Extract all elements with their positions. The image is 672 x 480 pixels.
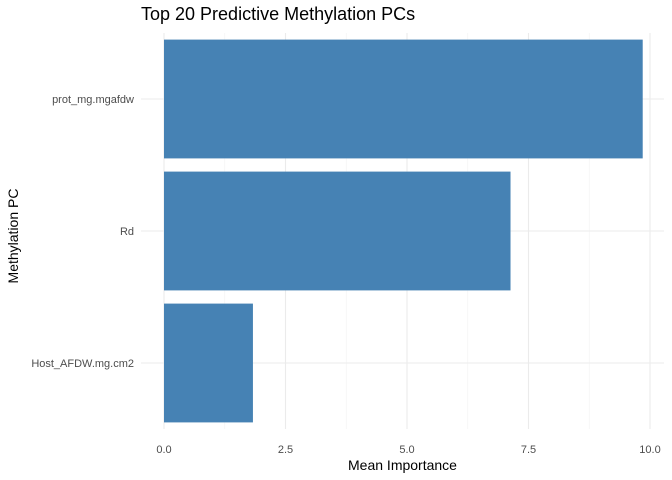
- x-tick-label: 0.0: [156, 444, 171, 456]
- x-tick-label: 5.0: [399, 444, 414, 456]
- y-tick-label: prot_mg.mgafdw: [52, 94, 134, 106]
- y-tick-label: Host_AFDW.mg.cm2: [31, 358, 134, 370]
- chart-title: Top 20 Predictive Methylation PCs: [141, 4, 415, 24]
- bar-layer: [164, 39, 643, 423]
- bar: [164, 171, 511, 291]
- x-tick-label: 7.5: [521, 444, 536, 456]
- x-tick-layer: 0.0 2.5 5.0 7.5 10.0: [156, 444, 660, 456]
- x-tick-label: 2.5: [278, 444, 293, 456]
- x-tick-label: 10.0: [639, 444, 660, 456]
- bar: [164, 39, 643, 159]
- bar: [164, 303, 253, 423]
- y-axis-title: Methylation PC: [5, 189, 21, 284]
- y-tick-layer: prot_mg.mgafdw Rd Host_AFDW.mg.cm2: [31, 94, 134, 370]
- x-axis-title: Mean Importance: [348, 457, 457, 473]
- y-tick-label: Rd: [120, 226, 134, 238]
